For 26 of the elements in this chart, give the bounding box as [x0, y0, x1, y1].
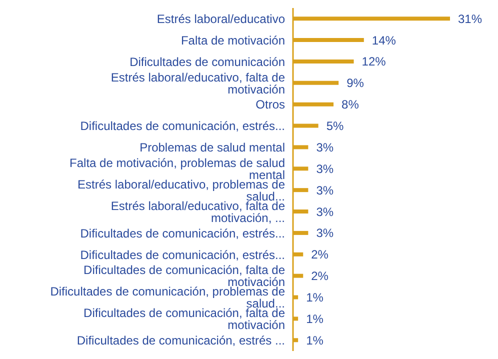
data-label: 2% — [311, 248, 329, 262]
data-label: 3% — [316, 183, 334, 198]
data-label: 3% — [316, 162, 334, 176]
y-tick-label: Estrés laboral/educativo — [156, 12, 286, 26]
data-label: 9% — [346, 76, 364, 90]
y-tick-label: Dificultades de comunicación, estrés... — [80, 248, 285, 262]
data-label: 8% — [342, 98, 360, 112]
data-label: 3% — [316, 226, 334, 240]
y-tick-label: Problemas de salud mental — [140, 140, 285, 155]
data-label: 3% — [316, 204, 334, 219]
y-tick-label: Falta de motivación — [180, 33, 285, 48]
data-label: 14% — [372, 33, 396, 48]
y-tick-label: Dificultades de comunicación, estrés... — [80, 226, 285, 240]
data-label: 3% — [316, 140, 334, 154]
data-label: 1% — [306, 290, 324, 305]
data-label: 12% — [362, 54, 386, 69]
y-tick-label: Estrés laboral/educativo, falta de motivación — [110, 70, 286, 96]
data-label: 1% — [306, 312, 324, 326]
y-tick-label: Dificultades de comunicación, estrés ... — [76, 334, 285, 348]
data-label: 5% — [326, 119, 344, 134]
y-tick-label: Dificultades de comunicación — [130, 54, 285, 69]
y-tick-label: Dificultades de comunicación, estrés... — [80, 119, 285, 134]
data-label: 1% — [306, 333, 324, 348]
data-label: 31% — [458, 12, 482, 26]
y-tick-label: Otros — [256, 98, 285, 112]
data-label: 2% — [311, 269, 329, 284]
